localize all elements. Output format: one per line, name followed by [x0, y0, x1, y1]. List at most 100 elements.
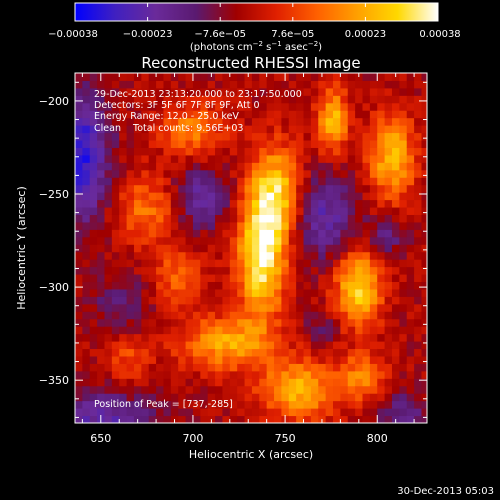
heatmap-pixel	[362, 184, 371, 193]
heatmap-pixel	[391, 281, 400, 290]
heatmap-pixel	[377, 102, 386, 111]
heatmap-pixel	[384, 184, 393, 193]
heatmap-pixel	[362, 333, 371, 342]
heatmap-pixel	[148, 95, 157, 104]
heatmap-pixel	[126, 326, 135, 335]
heatmap-pixel	[178, 221, 187, 230]
heatmap-pixel	[156, 251, 164, 260]
heatmap-pixel	[325, 192, 334, 201]
heatmap-pixel	[251, 207, 260, 215]
heatmap-pixel	[399, 259, 408, 268]
heatmap-pixel	[421, 400, 427, 409]
heatmap-pixel	[274, 95, 282, 104]
heatmap-pixel	[170, 259, 179, 268]
heatmap-pixel	[406, 244, 415, 253]
heatmap-pixel	[340, 251, 349, 260]
heatmap-pixel	[185, 147, 194, 156]
heatmap-pixel	[391, 348, 400, 357]
heatmap-pixel	[421, 333, 427, 342]
heatmap-pixel	[296, 199, 305, 208]
heatmap-pixel	[75, 207, 83, 215]
heatmap-pixel	[362, 326, 371, 335]
heatmap-pixel	[163, 378, 172, 387]
heatmap-pixel	[156, 415, 164, 423]
heatmap-pixel	[141, 132, 150, 141]
heatmap-pixel	[126, 199, 135, 208]
heatmap-pixel	[163, 169, 172, 178]
heatmap-pixel	[355, 400, 363, 409]
heatmap-pixel	[340, 415, 349, 423]
heatmap-pixel	[362, 140, 371, 148]
heatmap-pixel	[229, 117, 238, 126]
heatmap-pixel	[104, 370, 113, 379]
heatmap-pixel	[141, 80, 150, 89]
heatmap-pixel	[281, 169, 290, 178]
heatmap-pixel	[310, 117, 319, 126]
heatmap-pixel	[200, 415, 209, 423]
heatmap-pixel	[421, 192, 427, 201]
heatmap-pixel	[148, 318, 157, 327]
heatmap-pixel	[421, 370, 427, 379]
heatmap-pixel	[369, 288, 378, 297]
heatmap-pixel	[259, 311, 268, 320]
heatmap-pixel	[384, 288, 393, 297]
heatmap-pixel	[185, 341, 194, 350]
heatmap-pixel	[414, 311, 422, 320]
heatmap-pixel	[82, 296, 91, 305]
heatmap-pixel	[251, 162, 260, 171]
heatmap-pixel	[192, 147, 201, 156]
heatmap-pixel	[333, 370, 341, 379]
heatmap-pixel	[82, 326, 91, 335]
heatmap-pixel	[288, 378, 297, 387]
heatmap-pixel	[192, 355, 201, 364]
heatmap-pixel	[82, 214, 91, 223]
heatmap-pixel	[259, 214, 268, 223]
heatmap-pixel	[104, 274, 113, 283]
heatmap-pixel	[178, 363, 187, 372]
heatmap-pixel	[178, 236, 187, 245]
heatmap-pixel	[185, 370, 194, 379]
heatmap-pixel	[75, 147, 83, 156]
heatmap-pixel	[237, 259, 246, 268]
heatmap-pixel	[406, 229, 415, 238]
heatmap-pixel	[310, 192, 319, 201]
heatmap-pixel	[281, 125, 290, 134]
heatmap-pixel	[82, 303, 91, 312]
heatmap-pixel	[111, 214, 120, 223]
heatmap-pixel	[318, 162, 327, 171]
heatmap-pixel	[303, 162, 312, 171]
heatmap-pixel	[325, 259, 334, 268]
heatmap-pixel	[178, 229, 187, 238]
heatmap-pixel	[391, 184, 400, 193]
heatmap-pixel	[369, 393, 378, 402]
heatmap-pixel	[148, 140, 157, 148]
heatmap-pixel	[215, 274, 223, 283]
heatmap-pixel	[244, 95, 253, 104]
heatmap-pixel	[133, 102, 142, 111]
heatmap-pixel	[126, 274, 135, 283]
heatmap-pixel	[244, 177, 253, 186]
heatmap-pixel	[369, 341, 378, 350]
heatmap-pixel	[406, 408, 415, 417]
heatmap-pixel	[251, 184, 260, 193]
heatmap-pixel	[310, 184, 319, 193]
heatmap-pixel	[340, 378, 349, 387]
heatmap-pixel	[170, 318, 179, 327]
heatmap-pixel	[318, 259, 327, 268]
heatmap-pixel	[200, 393, 209, 402]
heatmap-pixel	[119, 385, 128, 394]
heatmap-pixel	[119, 214, 128, 223]
heatmap-pixel	[104, 318, 113, 327]
heatmap-pixel	[347, 266, 356, 275]
heatmap-pixel	[192, 132, 201, 141]
heatmap-pixel	[229, 125, 238, 134]
chart-title: Reconstructed RHESSI Image	[141, 54, 360, 72]
heatmap-pixel	[340, 73, 349, 81]
heatmap-pixel	[192, 80, 201, 89]
heatmap-pixel	[185, 214, 194, 223]
heatmap-pixel	[274, 162, 282, 171]
heatmap-pixel	[229, 87, 238, 96]
heatmap-pixel	[133, 326, 142, 335]
heatmap-pixel	[82, 363, 91, 372]
heatmap-pixel	[274, 110, 282, 119]
